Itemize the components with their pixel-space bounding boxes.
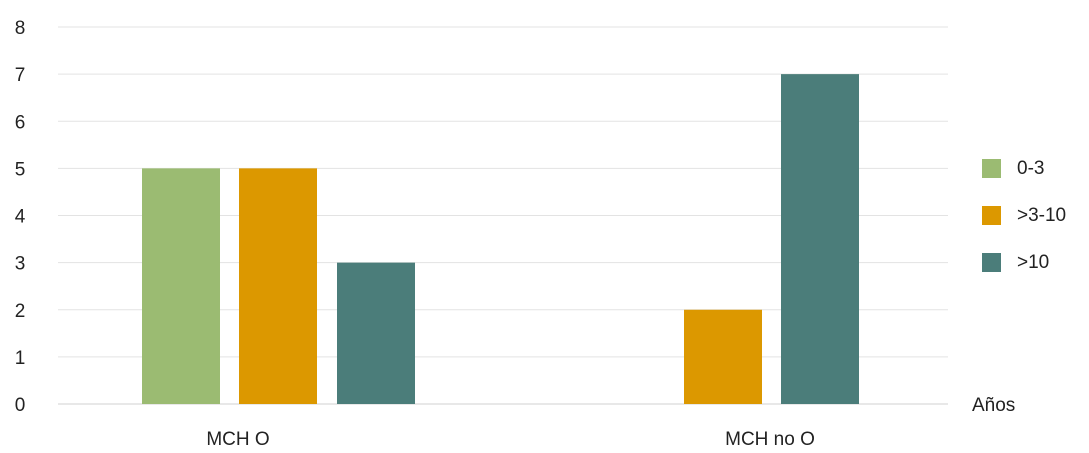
bar-mch-o-series-0: [142, 168, 220, 404]
legend-item-0-3: 0-3: [982, 145, 1066, 192]
legend: 0-3 >3-10 >10: [982, 145, 1066, 286]
y-tick-label-7: 7: [15, 65, 26, 86]
bar-mch-no-o-series-2: [781, 74, 859, 404]
y-tick-label-4: 4: [15, 207, 26, 228]
y-tick-label-6: 6: [15, 112, 26, 133]
legend-swatch-0-3: [982, 159, 1001, 178]
legend-label-10: >10: [1017, 251, 1050, 273]
bar-mch-o-series-1: [239, 168, 317, 404]
x-category-label-1: MCH no O: [725, 429, 815, 448]
legend-label-3-10: >3-10: [1017, 204, 1067, 226]
y-tick-label-0: 0: [15, 395, 26, 416]
y-tick-label-5: 5: [15, 159, 26, 180]
x-axis-unit-label: Años: [972, 395, 1016, 416]
bar-mch-o-series-2: [337, 262, 415, 404]
y-tick-label-8: 8: [15, 18, 26, 39]
legend-swatch-10: [982, 253, 1001, 272]
bar-mch-no-o-series-1: [684, 309, 762, 404]
y-tick-label-3: 3: [15, 254, 26, 275]
legend-label-0-3: 0-3: [1017, 157, 1045, 179]
y-tick-label-2: 2: [15, 301, 26, 322]
legend-item-10: >10: [982, 239, 1066, 286]
legend-swatch-3-10: [982, 206, 1001, 225]
y-tick-label-1: 1: [15, 348, 26, 369]
legend-item-3-10: >3-10: [982, 192, 1066, 239]
x-category-label-0: MCH O: [206, 429, 269, 448]
